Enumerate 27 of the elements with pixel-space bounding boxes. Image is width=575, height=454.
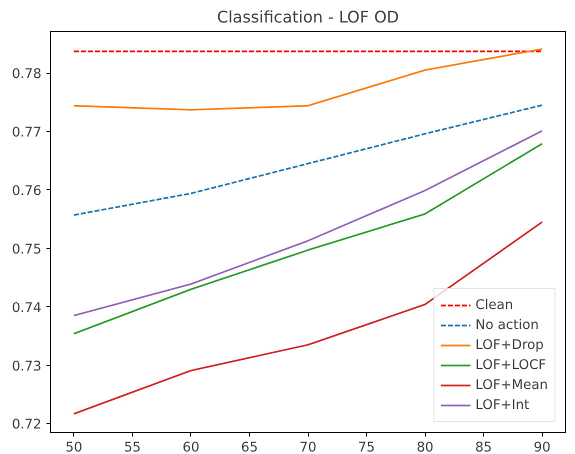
legend-label: LOF+Drop	[475, 338, 544, 352]
x-tick-label: 55	[124, 440, 141, 454]
legend-label: LOF+LOCF	[475, 358, 546, 372]
line-series	[73, 142, 543, 335]
y-tick-label: 0.74	[12, 300, 42, 316]
y-tick-label: 0.76	[12, 184, 42, 199]
x-tick-label: 60	[182, 440, 200, 454]
legend-label: No action	[475, 318, 539, 332]
legend-label: LOF+Mean	[475, 378, 548, 392]
y-tick-label: 0.72	[12, 418, 42, 433]
legend-label: LOF+Int	[475, 398, 530, 412]
x-tick-label: 80	[416, 440, 434, 454]
x-tick-label: 90	[534, 440, 551, 454]
legend-label: Clean	[475, 298, 514, 312]
line-series	[73, 130, 543, 316]
x-tick-label: 85	[475, 440, 492, 454]
y-tick-label: 0.77	[12, 125, 42, 140]
x-tick-label: 75	[358, 440, 376, 454]
x-tick-label: 50	[65, 440, 82, 454]
y-tick-label: 0.73	[12, 359, 42, 374]
x-tick-label: 65	[241, 440, 258, 454]
line-series	[73, 104, 543, 216]
line-series	[73, 48, 543, 111]
chart-title: Classification - LOF OD	[217, 8, 399, 26]
y-tick-label: 0.75	[12, 242, 42, 258]
x-tick-label: 70	[300, 440, 316, 454]
y-tick-label: 0.78	[12, 67, 42, 82]
